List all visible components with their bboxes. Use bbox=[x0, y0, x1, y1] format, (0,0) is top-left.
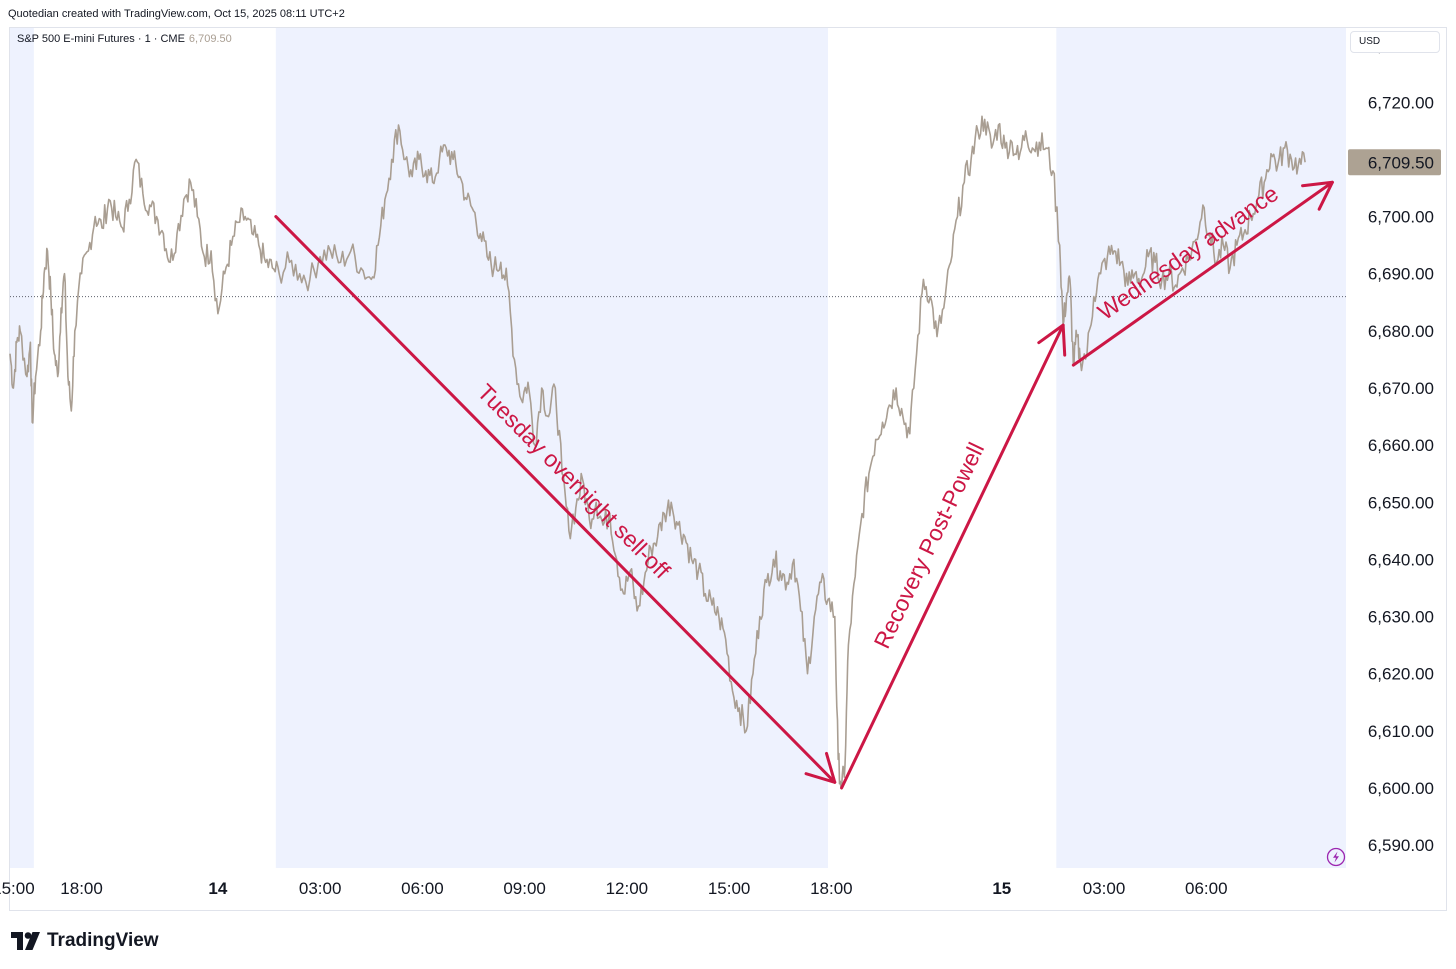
last-price-badge bbox=[1348, 149, 1441, 176]
session-shade-0 bbox=[10, 28, 34, 868]
annotation-arrow-2 bbox=[1071, 180, 1334, 367]
chart-credit: Quotedian created with TradingView.com, … bbox=[8, 8, 345, 20]
y-tick-label: 6,700.00 bbox=[1368, 208, 1434, 227]
x-tick-label: 12:00 bbox=[606, 879, 649, 898]
y-tick-label: 6,660.00 bbox=[1368, 436, 1434, 455]
flash-icon[interactable] bbox=[1326, 847, 1346, 867]
x-tick-label: 03:00 bbox=[299, 879, 342, 898]
y-tick-label: 6,630.00 bbox=[1368, 608, 1434, 627]
y-tick-label: 6,640.00 bbox=[1368, 550, 1434, 569]
tradingview-logo-icon bbox=[11, 932, 40, 950]
y-tick-label: 6,590.00 bbox=[1368, 836, 1434, 855]
footer-brand[interactable]: TradingView bbox=[11, 928, 159, 954]
session-shade-1 bbox=[275, 28, 828, 868]
x-tick-label: 06:00 bbox=[1185, 879, 1228, 898]
y-tick-label: 6,670.00 bbox=[1368, 379, 1434, 398]
annotation-arrow-1 bbox=[840, 323, 1067, 790]
x-tick-label: 15:00 bbox=[0, 879, 35, 898]
time-axis: 15:00 18:00 14 03:00 06:00 09:00 12:00 15:00 18:… bbox=[0, 879, 1228, 898]
last-price-label: 6,709.50 bbox=[1348, 149, 1441, 176]
tradingview-wordmark: TradingView bbox=[47, 930, 159, 951]
symbol-title: S&P 500 E-mini Futures · 1 · CME 6,709.50 bbox=[17, 33, 232, 45]
price-series-line bbox=[9, 115, 1306, 789]
x-tick-label: 03:00 bbox=[1083, 879, 1126, 898]
symbol-name: S&P 500 E-mini Futures · 1 · CME bbox=[17, 33, 185, 45]
annotation-label-1: Recovery Post-Powell bbox=[869, 438, 990, 652]
x-tick-label: 09:00 bbox=[503, 879, 546, 898]
y-tick-label: 6,620.00 bbox=[1368, 665, 1434, 684]
y-tick-label: 6,690.00 bbox=[1368, 265, 1434, 284]
annotation-arrow-0 bbox=[274, 215, 837, 784]
session-shading bbox=[10, 28, 1346, 868]
x-tick-label: 14 bbox=[208, 879, 227, 898]
x-tick-label: 15 bbox=[992, 879, 1011, 898]
x-tick-label: 18:00 bbox=[60, 879, 103, 898]
symbol-last-value: 6,709.50 bbox=[188, 33, 232, 45]
y-tick-label: 6,720.00 bbox=[1368, 93, 1434, 112]
x-tick-label: 06:00 bbox=[401, 879, 444, 898]
x-tick-label: 15:00 bbox=[708, 879, 751, 898]
y-tick-label: 6,610.00 bbox=[1368, 722, 1434, 741]
price-axis: 6,590.00 6,600.00 6,610.00 6,620.00 6,630.00… bbox=[1368, 36, 1434, 855]
y-tick-label: 6,680.00 bbox=[1368, 322, 1434, 341]
currency-selector[interactable]: USD bbox=[1350, 31, 1440, 53]
last-price-text: 6,709.50 bbox=[1368, 153, 1434, 172]
x-tick-label: 18:00 bbox=[810, 879, 853, 898]
y-tick-label: 6,650.00 bbox=[1368, 493, 1434, 512]
y-tick-label: 6,600.00 bbox=[1368, 779, 1434, 798]
